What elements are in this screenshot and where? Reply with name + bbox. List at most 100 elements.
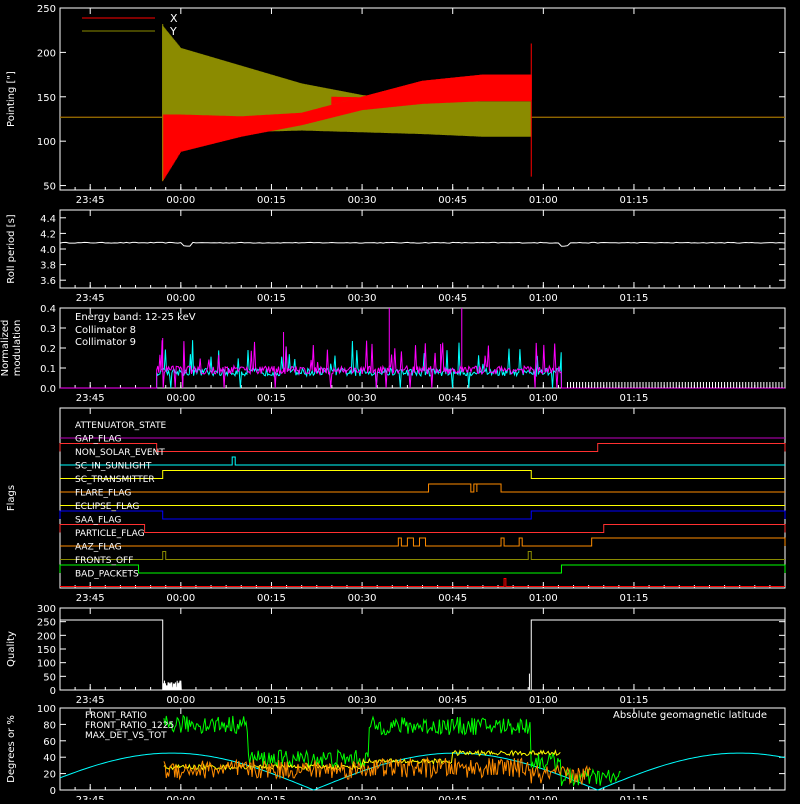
flag-line-particle-flag bbox=[60, 537, 786, 547]
roll-xtick-label: 23:45 bbox=[76, 293, 105, 304]
pointing-ytick-label: 150 bbox=[37, 93, 56, 104]
flags-xtick-label: 01:15 bbox=[620, 593, 649, 604]
pointing-ytick-label: 200 bbox=[37, 48, 56, 59]
front-ratio-1225-series bbox=[163, 714, 621, 787]
front-ytick-label: 20 bbox=[43, 770, 56, 781]
pointing-xtick-label: 00:15 bbox=[257, 195, 286, 206]
roll-ytick-label: 4.0 bbox=[40, 245, 56, 256]
quality-series bbox=[60, 619, 785, 691]
front-xtick-label: 23:45 bbox=[76, 795, 105, 800]
modulation-ytick-label: 0.3 bbox=[40, 324, 56, 335]
modulation-ytick-label: 0.0 bbox=[40, 384, 56, 395]
flag-label-eclipse-flag: ECLIPSE_FLAG bbox=[75, 502, 139, 512]
flags-xtick-label: 23:45 bbox=[76, 593, 105, 604]
modulation-ylabel: modulation bbox=[12, 320, 23, 377]
modulation-legend-1: Collimator 8 bbox=[75, 325, 136, 336]
modulation-annotation: Energy band: 12-25 keV bbox=[75, 312, 196, 323]
quality-xtick-label: 01:00 bbox=[529, 695, 558, 706]
flag-label-non-solar-event: NON_SOLAR_EVENT bbox=[75, 448, 165, 458]
flag-line-non-solar-event bbox=[60, 456, 785, 466]
quality-xtick-label: 00:15 bbox=[257, 695, 286, 706]
front-xtick-label: 00:00 bbox=[166, 795, 195, 800]
pointing-series-X-upper bbox=[331, 74, 532, 105]
pointing-xtick-label: 23:45 bbox=[76, 195, 105, 206]
roll-ylabel: Roll period [s] bbox=[6, 214, 17, 283]
panel-pointing: 23:45 00:00 00:15 00:30 00:45 01:00 01:15 50 100… bbox=[6, 4, 786, 206]
quality-ytick-label: 200 bbox=[37, 631, 56, 642]
roll-ytick-label: 4.4 bbox=[40, 214, 56, 225]
front-legend-1: FRONT_RATIO bbox=[85, 711, 147, 721]
pointing-xtick-label: 00:00 bbox=[166, 195, 195, 206]
quality-xtick-label: 23:45 bbox=[76, 695, 105, 706]
panel-modulation: 23:45 00:00 00:15 00:30 00:45 01:00 01:15 0.0 0.… bbox=[0, 304, 786, 404]
flag-line-sc-in-sunlight bbox=[60, 470, 785, 479]
pointing-xtick-label: 01:15 bbox=[620, 195, 649, 206]
front-xtick-label: 00:30 bbox=[348, 795, 377, 800]
front-legend-3: MAX_DET_VS_TOT bbox=[85, 731, 167, 741]
roll-xtick-label: 00:30 bbox=[348, 293, 377, 304]
roll-xtick-label: 01:00 bbox=[529, 293, 558, 304]
quality-ytick-label: 250 bbox=[37, 618, 56, 629]
quality-ylabel: Quality bbox=[6, 631, 17, 667]
geomagnetic-latitude-series bbox=[59, 752, 786, 791]
panel-roll: 23:45 00:00 00:15 00:30 00:45 01:00 01:15 3.6 3.… bbox=[6, 209, 786, 304]
pointing-xtick-label: 00:30 bbox=[348, 195, 377, 206]
modulation-ytick-label: 0.2 bbox=[40, 344, 56, 355]
modulation-legend-2: Collimator 9 bbox=[75, 337, 136, 348]
front-xtick-label: 00:45 bbox=[438, 795, 467, 800]
pointing-ytick-label: 50 bbox=[43, 182, 56, 193]
quality-ytick-label: 100 bbox=[37, 659, 56, 670]
modulation-ylabel: Normalized bbox=[0, 320, 11, 377]
modulation-series-1 bbox=[60, 340, 785, 389]
flag-label-aaz-flag: AAZ_FLAG bbox=[75, 543, 122, 553]
flag-label-fronts-off: FRONTS_OFF bbox=[75, 556, 133, 566]
flag-label-sc-in-sunlight: SC_IN_SUNLIGHT bbox=[75, 462, 152, 472]
flag-line-fronts-off bbox=[59, 564, 786, 574]
flag-line-saa-flag bbox=[59, 524, 786, 533]
modulation-xtick-label: 00:00 bbox=[166, 393, 195, 404]
pointing-xtick-label: 00:45 bbox=[438, 195, 467, 206]
flag-label-flare-flag: FLARE_FLAG bbox=[75, 489, 131, 499]
pointing-xtick-label: 01:00 bbox=[529, 195, 558, 206]
modulation-xtick-label: 00:30 bbox=[348, 393, 377, 404]
flags-xtick-label: 00:45 bbox=[438, 593, 467, 604]
modulation-xtick-label: 23:45 bbox=[76, 393, 105, 404]
quality-ytick-label: 150 bbox=[37, 645, 56, 656]
quality-ytick-label: 50 bbox=[43, 672, 56, 683]
flag-label-saa-flag: SAA_FLAG bbox=[75, 516, 121, 526]
front-xtick-label: 00:15 bbox=[257, 795, 286, 800]
modulation-right-ticks bbox=[567, 382, 786, 388]
modulation-xtick-label: 01:15 bbox=[620, 393, 649, 404]
roll-ytick-label: 3.6 bbox=[40, 276, 56, 287]
flag-label-attenuator-state: ATTENUATOR_STATE bbox=[75, 421, 167, 431]
front-xtick-label: 01:15 bbox=[620, 795, 649, 800]
modulation-ytick-label: 0.4 bbox=[40, 304, 56, 315]
front-ytick-label: 60 bbox=[43, 737, 56, 748]
flags-ylabel: Flags bbox=[6, 485, 17, 511]
max-det-vs-tot-series bbox=[163, 756, 591, 785]
modulation-xtick-label: 01:00 bbox=[529, 393, 558, 404]
front-ytick-label: 100 bbox=[37, 704, 56, 715]
roll-xtick-label: 01:15 bbox=[620, 293, 649, 304]
front-xtick-label: 01:00 bbox=[529, 795, 558, 800]
flag-label-sc-transmitter: SC_TRANSMITTER bbox=[75, 475, 155, 485]
flag-label-gap-flag: GAP_FLAG bbox=[75, 435, 121, 445]
front-ytick-label: 0 bbox=[50, 786, 56, 797]
flags-frame bbox=[59, 407, 786, 589]
flags-xtick-label: 01:00 bbox=[529, 593, 558, 604]
panel-front: 23:45 00:00 00:15 00:30 00:45 01:00 01:15 0 20 40… bbox=[6, 704, 786, 804]
flags-xtick-label: 00:30 bbox=[348, 593, 377, 604]
front-ytick-label: 80 bbox=[43, 720, 56, 731]
legend-label-Y: Y bbox=[169, 25, 177, 38]
roll-period-series bbox=[59, 241, 786, 247]
quality-ytick-label: 0 bbox=[50, 686, 56, 697]
flag-label-particle-flag: PARTICLE_FLAG bbox=[75, 529, 145, 539]
quality-xtick-label: 00:45 bbox=[438, 695, 467, 706]
quality-xtick-label: 00:30 bbox=[348, 695, 377, 706]
front-annotation: Absolute geomagnetic latitude bbox=[613, 710, 767, 721]
flag-line-gap-flag bbox=[59, 443, 786, 452]
flag-line-aaz-flag bbox=[60, 551, 785, 560]
roll-ytick-label: 3.8 bbox=[40, 261, 56, 272]
